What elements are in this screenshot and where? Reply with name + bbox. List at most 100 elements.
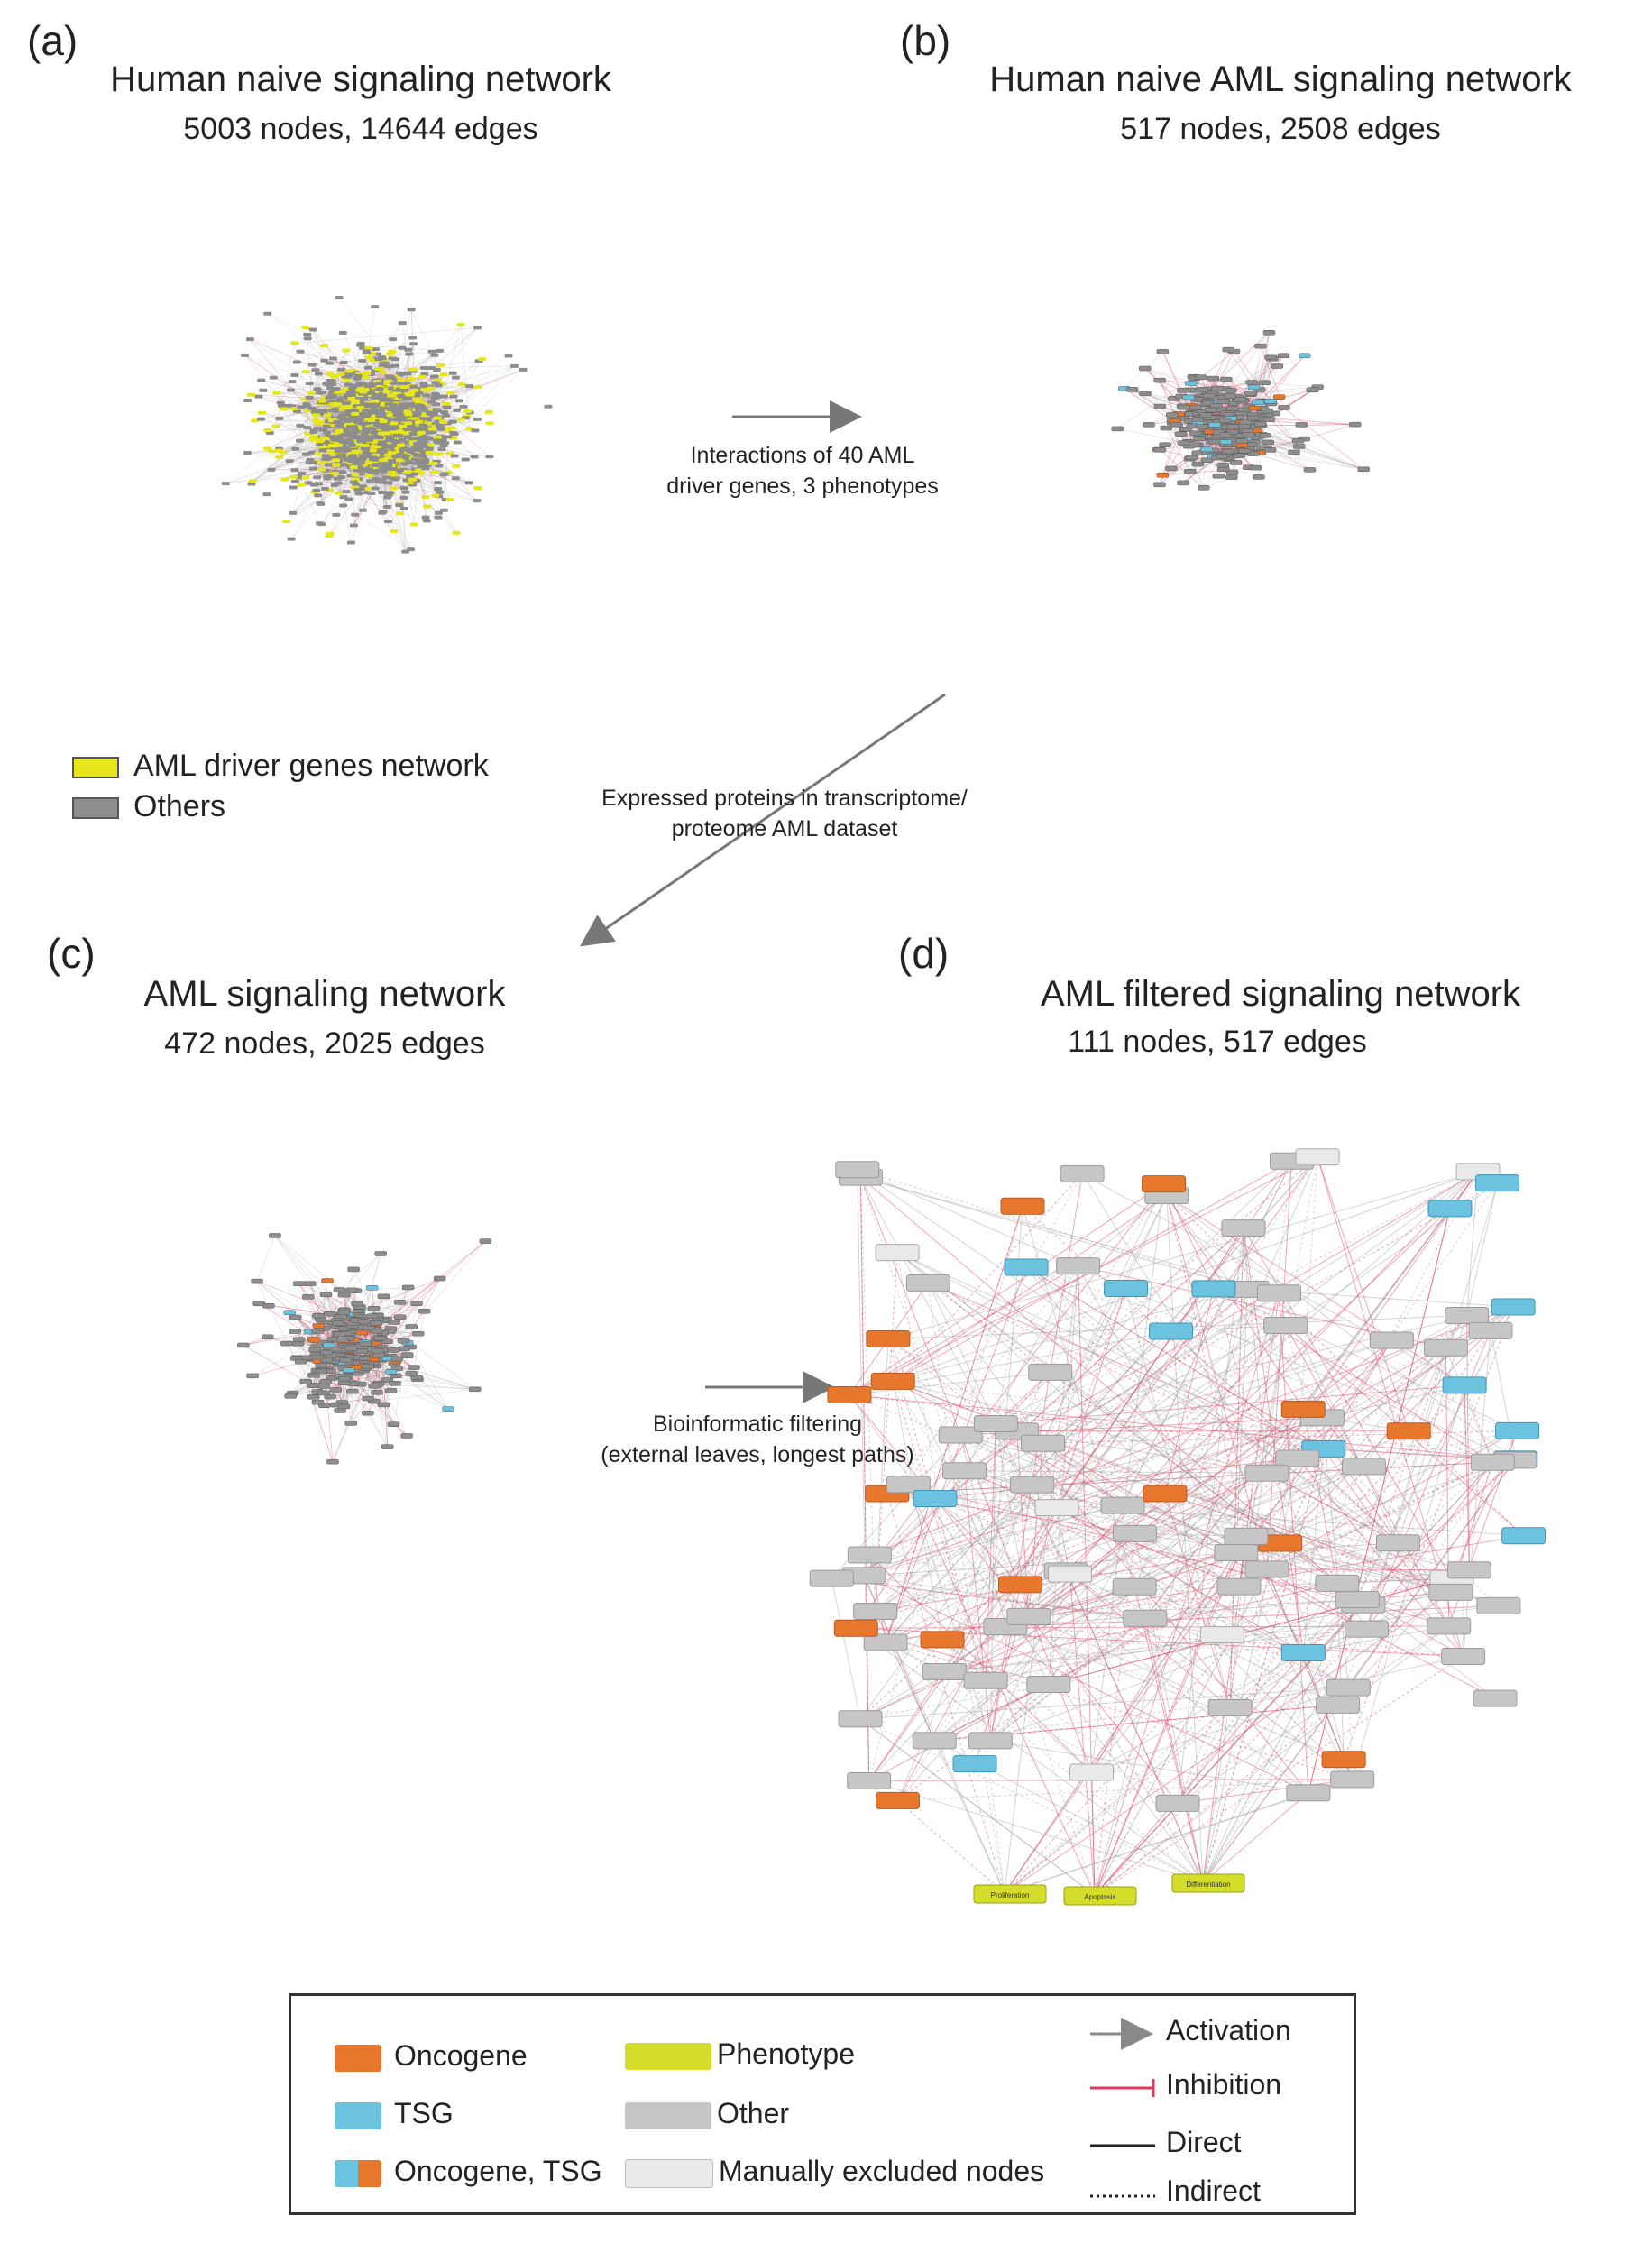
network-node bbox=[415, 459, 424, 464]
network-node bbox=[399, 384, 408, 389]
network-nodes bbox=[1111, 330, 1370, 491]
network-node bbox=[509, 363, 519, 368]
network-node bbox=[386, 475, 395, 480]
network-node bbox=[399, 507, 408, 511]
network-edge bbox=[338, 492, 427, 521]
network-node bbox=[274, 448, 283, 453]
network-node bbox=[400, 462, 409, 466]
network-node bbox=[405, 447, 414, 452]
network-edge bbox=[1117, 376, 1194, 429]
network-node bbox=[441, 441, 450, 446]
network-node bbox=[379, 510, 388, 514]
network-node bbox=[405, 352, 414, 356]
network-edge bbox=[436, 325, 462, 426]
network-node bbox=[463, 409, 472, 414]
network-node bbox=[407, 425, 416, 429]
network-node bbox=[449, 430, 458, 435]
network-node bbox=[427, 366, 436, 371]
network-node bbox=[338, 470, 347, 474]
network-node bbox=[430, 353, 439, 357]
network-node bbox=[1245, 380, 1258, 385]
network-node bbox=[339, 503, 348, 508]
network-node bbox=[392, 413, 401, 418]
network-edge bbox=[410, 309, 416, 391]
network-node bbox=[355, 435, 364, 439]
network-node bbox=[419, 445, 428, 449]
network-node bbox=[392, 406, 401, 410]
panel-b-title: Human naive AML signaling network bbox=[989, 60, 1572, 99]
network-node bbox=[282, 520, 291, 524]
network-node bbox=[296, 349, 305, 354]
network-node bbox=[364, 346, 373, 351]
network-node bbox=[288, 380, 297, 384]
network-node bbox=[425, 437, 434, 441]
network-node bbox=[275, 455, 284, 459]
network-node bbox=[379, 418, 388, 423]
network-node bbox=[470, 455, 479, 459]
network-node bbox=[272, 391, 281, 395]
network-node bbox=[377, 468, 386, 473]
network-node bbox=[346, 540, 355, 545]
network-node bbox=[318, 448, 327, 453]
network-node bbox=[356, 460, 365, 464]
network-node bbox=[439, 444, 448, 448]
network-node bbox=[267, 467, 276, 472]
network-edge bbox=[403, 354, 409, 374]
network-node bbox=[373, 435, 382, 439]
network-node bbox=[328, 382, 337, 387]
network-node bbox=[336, 372, 345, 376]
network-node bbox=[384, 493, 393, 498]
network-node bbox=[386, 393, 395, 398]
network-node bbox=[338, 330, 347, 335]
network-node bbox=[286, 388, 295, 392]
network-node bbox=[351, 411, 360, 416]
network-node bbox=[332, 387, 341, 391]
network-node bbox=[411, 417, 420, 421]
network-node bbox=[334, 402, 343, 407]
network-node bbox=[375, 387, 384, 391]
network-node bbox=[344, 418, 353, 423]
network-node bbox=[410, 472, 419, 476]
network-node bbox=[408, 367, 418, 372]
network-node bbox=[485, 455, 494, 459]
network-edge bbox=[252, 358, 393, 482]
network-node bbox=[344, 369, 353, 373]
network-node bbox=[473, 326, 482, 330]
network-node bbox=[342, 378, 351, 382]
network-b-graph bbox=[1111, 330, 1370, 491]
network-node bbox=[353, 420, 363, 425]
network-node bbox=[434, 440, 443, 445]
network-node bbox=[395, 429, 404, 434]
network-node bbox=[311, 418, 320, 423]
panel-a-legend: AML driver genes network Others bbox=[72, 749, 489, 824]
network-node bbox=[455, 399, 464, 403]
network-node bbox=[382, 398, 391, 402]
network-node bbox=[429, 461, 438, 465]
network-node bbox=[427, 400, 436, 404]
network-node bbox=[414, 420, 423, 425]
network-node bbox=[337, 367, 346, 372]
network-node bbox=[1139, 365, 1152, 372]
network-node bbox=[465, 384, 474, 389]
network-node bbox=[406, 547, 415, 552]
network-node bbox=[408, 477, 417, 482]
network-node bbox=[444, 435, 453, 439]
network-node bbox=[374, 479, 383, 483]
network-node bbox=[310, 409, 319, 414]
network-node bbox=[442, 401, 451, 406]
network-node bbox=[316, 521, 325, 526]
network-edge bbox=[1234, 351, 1271, 401]
network-node bbox=[364, 437, 373, 442]
network-edge bbox=[225, 472, 334, 484]
network-node bbox=[332, 463, 341, 467]
network-node bbox=[478, 357, 487, 362]
network-node bbox=[390, 421, 399, 426]
network-node bbox=[326, 449, 335, 454]
network-node bbox=[419, 382, 428, 386]
legend-driver-label: AML driver genes network bbox=[133, 749, 489, 783]
network-node bbox=[290, 341, 299, 345]
network-node bbox=[452, 464, 461, 468]
network-node bbox=[308, 327, 317, 332]
network-node bbox=[504, 354, 513, 358]
network-node bbox=[390, 529, 399, 533]
